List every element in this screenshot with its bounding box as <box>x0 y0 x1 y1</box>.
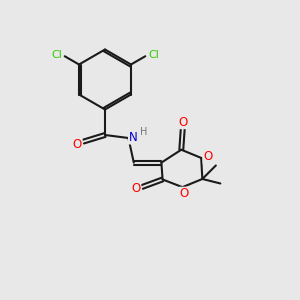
Text: Cl: Cl <box>51 50 62 60</box>
Text: N: N <box>128 131 137 144</box>
Text: O: O <box>179 187 189 200</box>
Text: O: O <box>131 182 141 195</box>
Text: O: O <box>179 116 188 129</box>
Text: Cl: Cl <box>148 50 159 60</box>
Text: H: H <box>140 127 147 137</box>
Text: O: O <box>203 150 212 163</box>
Text: O: O <box>73 137 82 151</box>
